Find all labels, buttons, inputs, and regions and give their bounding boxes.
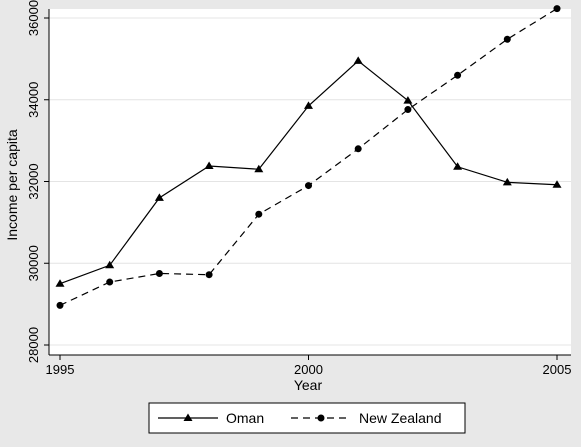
legend-label-oman: Oman (226, 410, 264, 426)
data-point-new-zealand-2004 (503, 35, 511, 43)
x-tick-label-2005: 2005 (543, 362, 572, 377)
y-axis-title: Income per capita (4, 129, 20, 240)
data-point-new-zealand-2005 (553, 5, 561, 13)
data-point-oman-2004 (502, 177, 512, 186)
data-point-new-zealand-2002 (404, 106, 412, 114)
data-point-oman-2001 (353, 56, 363, 64)
data-point-oman-1996 (105, 260, 115, 269)
x-tick-label-2000: 2000 (294, 362, 323, 377)
data-point-oman-2005 (552, 180, 562, 188)
y-tick-label-30000: 30000 (26, 245, 41, 281)
y-tick-label-34000: 34000 (26, 82, 41, 118)
legend-marker-oman-triangle (183, 413, 193, 421)
data-point-oman-1998 (204, 161, 214, 169)
legend: Oman New Zealand (148, 402, 466, 434)
data-point-new-zealand-2001 (354, 145, 362, 153)
x-tick-label-1995: 1995 (46, 362, 75, 377)
data-point-new-zealand-1997 (155, 269, 163, 277)
data-point-oman-2000 (304, 101, 313, 109)
y-tick-label-28000: 28000 (26, 327, 41, 363)
x-axis-title: Year (294, 377, 323, 393)
data-point-new-zealand-1998 (205, 271, 213, 279)
data-point-new-zealand-1996 (106, 278, 114, 286)
y-tick-label-36000: 36000 (26, 0, 41, 36)
data-point-new-zealand-1999 (255, 210, 263, 218)
legend-marker-new-zealand-circle (317, 414, 325, 422)
data-point-oman-2002 (403, 96, 413, 104)
y-tick-label-32000: 32000 (26, 163, 41, 199)
data-point-new-zealand-2000 (305, 182, 312, 190)
data-point-oman-1995 (55, 279, 65, 287)
data-point-oman-1999 (254, 164, 264, 173)
data-point-oman-1997 (154, 193, 164, 201)
grid-lines (49, 17, 571, 346)
legend-label-new-zealand: New Zealand (359, 410, 442, 426)
data-point-oman-2003 (453, 162, 463, 170)
data-point-new-zealand-1995 (56, 301, 64, 309)
data-point-new-zealand-2003 (454, 71, 462, 79)
tick-marks: 28000 30000 32000 34000 36000 1995 2000 2005 (26, 0, 571, 377)
data-series (55, 5, 562, 309)
